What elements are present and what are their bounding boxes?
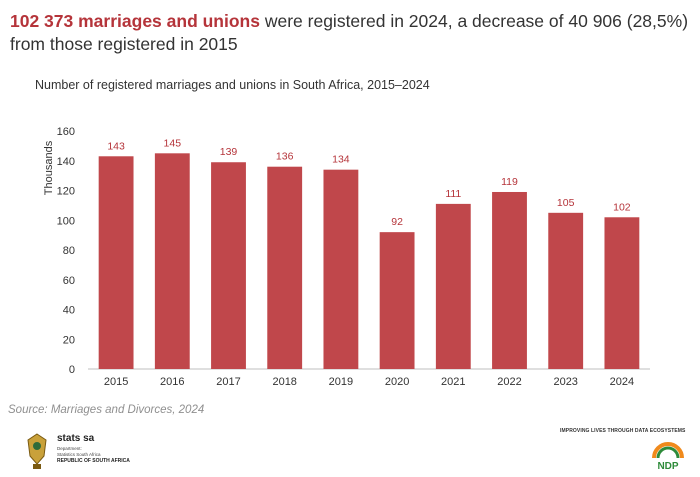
x-tick-label: 2024 [610, 376, 634, 388]
y-tick-label: 80 [63, 245, 75, 257]
bar-chart: Thousands 0 20 40 60 80 100 120 140 160 143 145 13… [43, 126, 650, 388]
y-tick-label: 160 [57, 126, 75, 138]
x-tick-label: 2017 [216, 376, 240, 388]
x-tick-label: 2018 [272, 376, 296, 388]
y-tick-label: 60 [63, 275, 75, 287]
bar-value-label: 119 [501, 176, 518, 188]
bar-2017 [211, 162, 246, 369]
bar-2019 [323, 169, 359, 369]
org-sub-2: Statistics South Africa [57, 451, 101, 457]
bars [98, 153, 640, 369]
x-axis-ticks: 2015 2016 2017 2018 2019 2020 2021 2022 2023 2024 [104, 376, 634, 388]
headline-rest: were registered in 2024, a decrease of 4… [10, 11, 689, 54]
chart-title: Number of registered marriages and union… [35, 78, 430, 92]
bar-2015 [98, 156, 134, 369]
bar-2021 [435, 203, 471, 369]
bar-2024 [604, 217, 640, 369]
x-tick-label: 2019 [329, 376, 353, 388]
headline-highlight: 102 373 marriages and unions [10, 11, 260, 31]
bar-value-label: 143 [107, 140, 125, 152]
x-tick-label: 2021 [441, 376, 465, 388]
x-tick-label: 2023 [553, 376, 577, 388]
bar-value-label: 111 [445, 188, 461, 200]
ndp-logo: NDP [652, 442, 684, 472]
bar-2023 [548, 212, 584, 369]
stats-sa-logo: stats sa Department: Statistics South Af… [22, 430, 182, 472]
coat-of-arms-icon [27, 433, 47, 469]
org-department: Department: Statistics South Africa [57, 446, 101, 457]
bar-2016 [154, 153, 190, 369]
bar-2020 [379, 232, 415, 369]
bar-value-label: 102 [613, 201, 631, 213]
y-tick-label: 140 [57, 156, 75, 168]
headline: 102 373 marriages and unions were regist… [10, 10, 690, 56]
x-tick-label: 2016 [160, 376, 184, 388]
y-tick-label: 40 [63, 305, 75, 317]
y-axis-label: Thousands [43, 140, 55, 195]
y-tick-label: 120 [57, 186, 75, 198]
bar-value-label: 136 [276, 151, 294, 163]
bar-value-label: 134 [332, 154, 350, 166]
ndp-logo-text: NDP [657, 461, 678, 472]
bar-value-labels: 143 145 139 136 134 92 111 119 105 102 [107, 137, 630, 228]
org-country: REPUBLIC OF SOUTH AFRICA [57, 458, 130, 464]
x-tick-label: 2022 [497, 376, 521, 388]
org-sub-1: Department: [57, 446, 82, 451]
y-tick-label: 20 [63, 334, 75, 346]
x-tick-label: 2015 [104, 376, 128, 388]
y-axis-ticks: 0 20 40 60 80 100 120 140 160 [57, 126, 75, 376]
bar-value-label: 139 [220, 146, 238, 158]
y-tick-label: 100 [57, 215, 75, 227]
source-note: Source: Marriages and Divorces, 2024 [8, 404, 205, 416]
tagline: IMPROVING LIVES THROUGH DATA ECOSYSTEMS [560, 428, 686, 434]
bar-2022 [492, 191, 527, 369]
bar-value-label: 145 [164, 137, 182, 149]
bar-value-label: 105 [557, 197, 575, 209]
x-tick-label: 2020 [385, 376, 409, 388]
bar-2018 [267, 166, 303, 369]
org-name: stats sa [57, 433, 95, 444]
bar-value-label: 92 [391, 216, 403, 228]
y-tick-label: 0 [69, 364, 75, 376]
